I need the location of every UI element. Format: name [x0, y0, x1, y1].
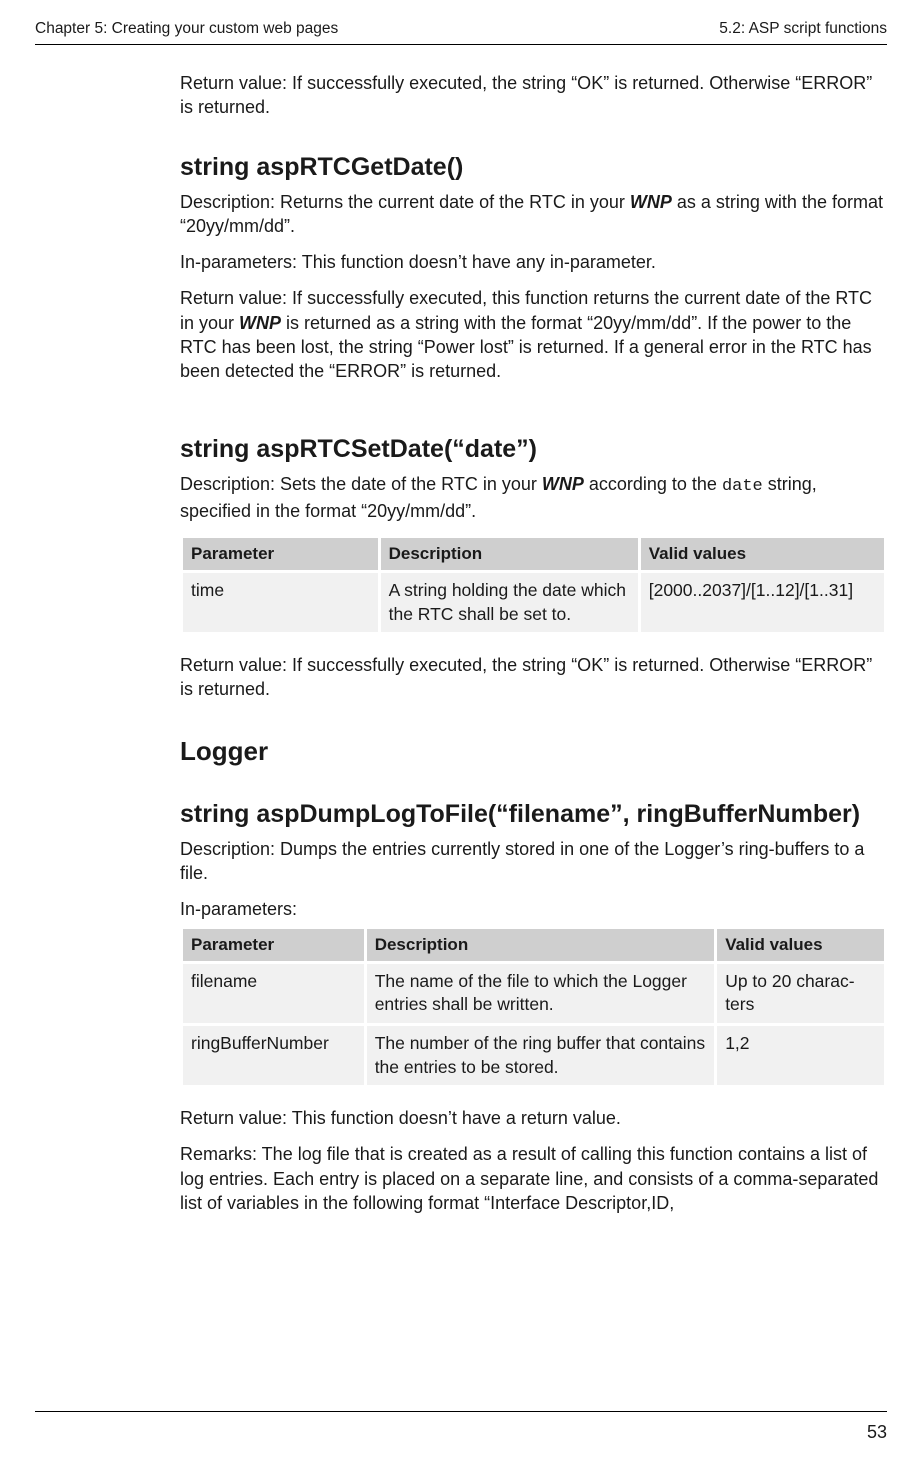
code-date: date [722, 477, 763, 496]
cell-desc: The name of the file to which the Log­ge… [367, 964, 715, 1023]
th-description: Description [381, 538, 638, 570]
wnp-label: WNP [239, 313, 281, 333]
getdate-description: Description: Returns the current date of… [180, 190, 887, 239]
header-section: 5.2: ASP script functions [719, 20, 887, 38]
table-header-row: Parameter Description Valid values [183, 538, 884, 570]
getdate-return: Return value: If successfully executed, … [180, 286, 887, 383]
dump-return: Return value: This function doesn’t have… [180, 1106, 887, 1130]
getdate-ret-suffix: is returned as a string with the format … [180, 313, 872, 382]
wnp-label: WNP [630, 192, 672, 212]
page-header: Chapter 5: Creating your custom web page… [35, 20, 887, 45]
cell-param: time [183, 573, 378, 632]
getdate-inparams: In-parameters: This function doesn’t hav… [180, 250, 887, 274]
cell-param: filename [183, 964, 364, 1023]
page-number: 53 [867, 1422, 887, 1442]
setdate-desc-mid: according to the [584, 474, 722, 494]
setdate-param-table: Parameter Description Valid values time … [180, 535, 887, 635]
th-parameter: Parameter [183, 538, 378, 570]
header-chapter: Chapter 5: Creating your custom web page… [35, 20, 338, 38]
table-header-row: Parameter Description Valid val­ues [183, 929, 884, 961]
cell-desc: A string holding the date which the RTC … [381, 573, 638, 632]
table-row: filename The name of the file to which t… [183, 964, 884, 1023]
th-parameter: Parameter [183, 929, 364, 961]
page-content: Return value: If successfully executed, … [35, 55, 887, 1215]
setdate-return: Return value: If successfully executed, … [180, 653, 887, 702]
cell-valid: Up to 20 charac­ters [717, 964, 884, 1023]
th-valid-values: Valid values [641, 538, 884, 570]
heading-asprtcgetdate: string aspRTCGetDate() [180, 152, 887, 182]
dump-param-table: Parameter Description Valid val­ues file… [180, 926, 887, 1089]
dump-remarks: Remarks: The log file that is created as… [180, 1142, 887, 1215]
th-description: Description [367, 929, 715, 961]
setdate-description: Description: Sets the date of the RTC in… [180, 472, 887, 523]
getdate-desc-prefix: Description: Returns the current date of… [180, 192, 630, 212]
cell-valid: [2000..2037]/[1..12]/[1..31] [641, 573, 884, 632]
heading-aspdumplogtofile: string aspDumpLogToFile(“filename”, ring… [180, 799, 887, 829]
th-valid-values: Valid val­ues [717, 929, 884, 961]
cell-valid: 1,2 [717, 1026, 884, 1085]
page-footer: 53 [35, 1411, 887, 1443]
cell-param: ringBufferNumber [183, 1026, 364, 1085]
setdate-desc-prefix: Description: Sets the date of the RTC in… [180, 474, 542, 494]
heading-logger: Logger [180, 736, 887, 767]
wnp-label: WNP [542, 474, 584, 494]
table-row: ringBufferNumber The number of the ring … [183, 1026, 884, 1085]
heading-asprtcsetdate: string aspRTCSetDate(“date”) [180, 434, 887, 464]
dump-description: Description: Dumps the entries currently… [180, 837, 887, 886]
table-row: time A string holding the date which the… [183, 573, 884, 632]
dump-inparams-label: In-parameters: [180, 897, 887, 921]
cell-desc: The number of the ring buffer that conta… [367, 1026, 715, 1085]
intro-return-value: Return value: If successfully executed, … [180, 71, 887, 120]
